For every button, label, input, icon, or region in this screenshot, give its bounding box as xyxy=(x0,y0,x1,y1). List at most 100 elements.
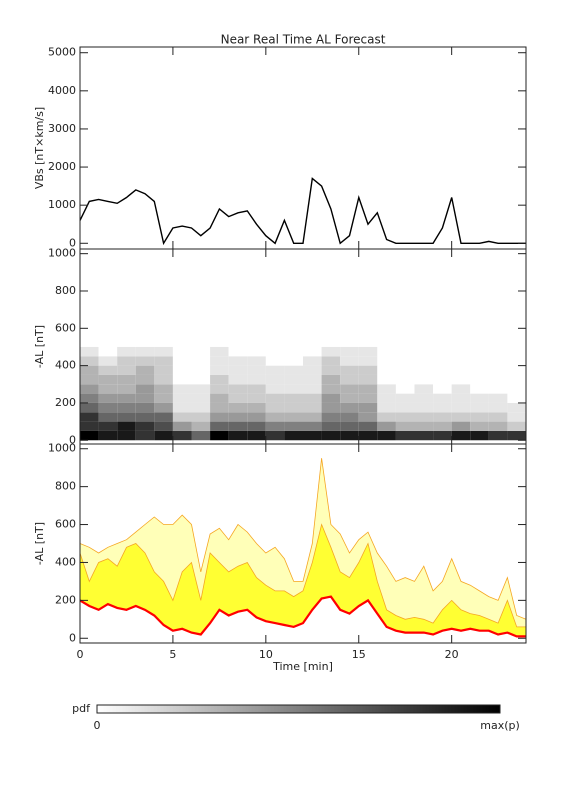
heat-cell xyxy=(80,430,99,441)
heat-cell xyxy=(470,430,489,441)
heat-cell xyxy=(135,421,155,431)
heat-cell xyxy=(414,430,434,441)
heat-cell xyxy=(433,393,452,403)
heat-cell xyxy=(340,356,359,366)
heat-cell xyxy=(117,402,136,413)
heat-cell xyxy=(172,412,192,422)
heat-cell xyxy=(284,346,303,357)
heat-cell xyxy=(377,393,396,403)
heat-cell xyxy=(135,412,155,422)
heat-cell xyxy=(265,374,285,385)
heat-cell xyxy=(321,402,341,413)
heat-cell xyxy=(433,412,452,422)
heat-cell xyxy=(265,346,285,357)
heat-cell xyxy=(321,384,341,394)
heat-cell xyxy=(451,374,471,385)
heat-cell xyxy=(321,374,341,385)
heat-cell xyxy=(414,346,434,357)
chart-title: Near Real Time AL Forecast xyxy=(221,33,386,47)
heat-cell xyxy=(98,384,118,394)
plot-frame xyxy=(79,443,527,644)
heat-cell xyxy=(210,384,229,394)
heat-cell xyxy=(117,374,136,385)
heat-cell xyxy=(210,356,229,366)
heat-cell xyxy=(191,430,211,441)
heat-cell xyxy=(80,393,99,403)
heat-cell xyxy=(117,384,136,394)
y-tick-label: 0 xyxy=(69,631,76,644)
band-edge xyxy=(79,523,526,628)
heat-cell xyxy=(135,402,155,413)
heat-cell xyxy=(247,346,266,357)
heat-cell xyxy=(377,356,396,366)
heat-cell xyxy=(470,374,489,385)
heat-cell xyxy=(265,430,285,441)
heat-cell xyxy=(135,430,155,441)
heat-cell xyxy=(414,356,434,366)
heat-cell xyxy=(507,346,526,357)
heat-cell xyxy=(507,412,526,422)
heat-cell xyxy=(98,430,118,441)
heat-cell xyxy=(377,430,396,441)
heat-cell xyxy=(228,402,248,413)
heat-cell xyxy=(303,430,322,441)
heat-cell xyxy=(247,421,266,431)
x-tick-label: 20 xyxy=(445,648,459,661)
heat-cell xyxy=(80,384,99,394)
heat-cell xyxy=(340,402,359,413)
heat-cell xyxy=(395,356,415,366)
heat-cell xyxy=(154,356,173,366)
heat-cell xyxy=(488,393,508,403)
heat-cell xyxy=(433,356,452,366)
heat-cell xyxy=(228,421,248,431)
heat-cell xyxy=(135,384,155,394)
heat-cell xyxy=(191,356,211,366)
heat-cell xyxy=(135,356,155,366)
heat-cell xyxy=(414,365,434,375)
heat-cell xyxy=(117,356,136,366)
heat-cell xyxy=(154,384,173,394)
x-tick-label: 15 xyxy=(352,648,366,661)
heat-cell xyxy=(507,421,526,431)
line xyxy=(79,177,526,246)
x-tick-label: 10 xyxy=(259,648,273,661)
heat-cell xyxy=(135,365,155,375)
heat-cell xyxy=(135,374,155,385)
heat-cell xyxy=(98,365,118,375)
heat-cell xyxy=(98,356,118,366)
y-tick-label: 0 xyxy=(69,236,76,249)
heat-cell xyxy=(172,421,192,431)
heat-cell xyxy=(358,402,378,413)
heat-cell xyxy=(340,412,359,422)
heat-cell xyxy=(154,402,173,413)
heat-cell xyxy=(433,384,452,394)
heat-cell xyxy=(228,412,248,422)
heat-cell xyxy=(284,356,303,366)
heat-cell xyxy=(117,421,136,431)
heat-cell xyxy=(321,430,341,441)
heat-cell xyxy=(377,365,396,375)
median-line xyxy=(79,595,526,638)
heat-cell xyxy=(172,346,192,357)
heat-cell xyxy=(80,421,99,431)
heat-cell xyxy=(228,365,248,375)
heat-cell xyxy=(284,412,303,422)
heat-cell xyxy=(247,412,266,422)
heat-cell xyxy=(80,402,99,413)
heat-cell xyxy=(303,421,322,431)
heat-cell xyxy=(340,384,359,394)
heat-cell xyxy=(377,421,396,431)
heat-cell xyxy=(507,384,526,394)
heat-cell xyxy=(284,393,303,403)
heat-cell xyxy=(321,421,341,431)
heat-cell xyxy=(358,393,378,403)
heat-cell xyxy=(303,393,322,403)
heat-cell xyxy=(172,365,192,375)
heat-cell xyxy=(98,374,118,385)
heat-cell xyxy=(135,393,155,403)
heat-cell xyxy=(451,365,471,375)
heat-cell xyxy=(154,346,173,357)
y-tick-label: 1000 xyxy=(48,442,76,455)
heat-cell xyxy=(154,421,173,431)
